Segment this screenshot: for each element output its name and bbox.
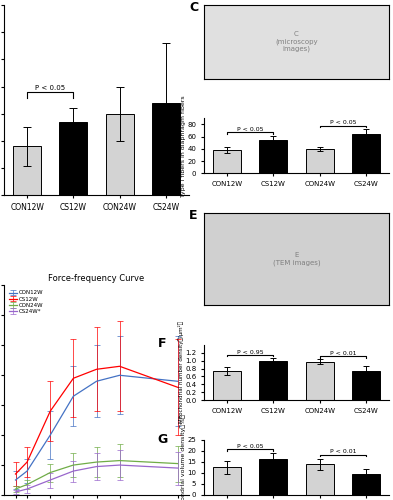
Bar	[352, 134, 380, 173]
Text: P < 0.05: P < 0.05	[237, 127, 263, 132]
Bar	[306, 362, 334, 400]
Bar	[213, 372, 241, 400]
Bar	[259, 140, 287, 173]
Bar	[213, 468, 241, 495]
Bar	[306, 149, 334, 174]
Bar	[213, 150, 241, 174]
Text: E: E	[189, 208, 198, 222]
Title: Force-frequency Curve: Force-frequency Curve	[48, 274, 145, 283]
Text: E
(TEM images): E (TEM images)	[273, 252, 320, 266]
Bar	[352, 370, 380, 400]
Text: P < 0.01: P < 0.01	[329, 449, 356, 454]
Y-axis label: Mitochondrial number density（/μm²）: Mitochondrial number density（/μm²）	[178, 322, 184, 424]
Bar	[259, 458, 287, 495]
Text: C
(microscopy
images): C (microscopy images)	[275, 32, 318, 52]
Legend: CON12W, CS12W, CON24W, CS24W*: CON12W, CS12W, CON24W, CS24W*	[7, 288, 46, 316]
Bar	[13, 146, 41, 196]
Bar	[152, 103, 180, 196]
Bar	[352, 474, 380, 495]
Bar	[306, 464, 334, 495]
Y-axis label: Mitochondrial volume density（%）: Mitochondrial volume density（%）	[180, 414, 186, 500]
Text: P < 0.01: P < 0.01	[329, 351, 356, 356]
Bar	[259, 362, 287, 400]
Text: P < 0.05: P < 0.05	[237, 444, 263, 448]
Text: D: D	[158, 114, 168, 127]
Text: F: F	[158, 336, 166, 349]
Text: P < 0.05: P < 0.05	[35, 84, 65, 90]
Text: G: G	[158, 433, 168, 446]
Bar	[59, 122, 87, 196]
Text: P < 0.05: P < 0.05	[329, 120, 356, 126]
Text: P < 0.95: P < 0.95	[237, 350, 264, 355]
Bar	[106, 114, 134, 196]
Y-axis label: Type I fibers in diaphragm fibers: Type I fibers in diaphragm fibers	[181, 95, 186, 196]
Text: C: C	[189, 2, 198, 15]
